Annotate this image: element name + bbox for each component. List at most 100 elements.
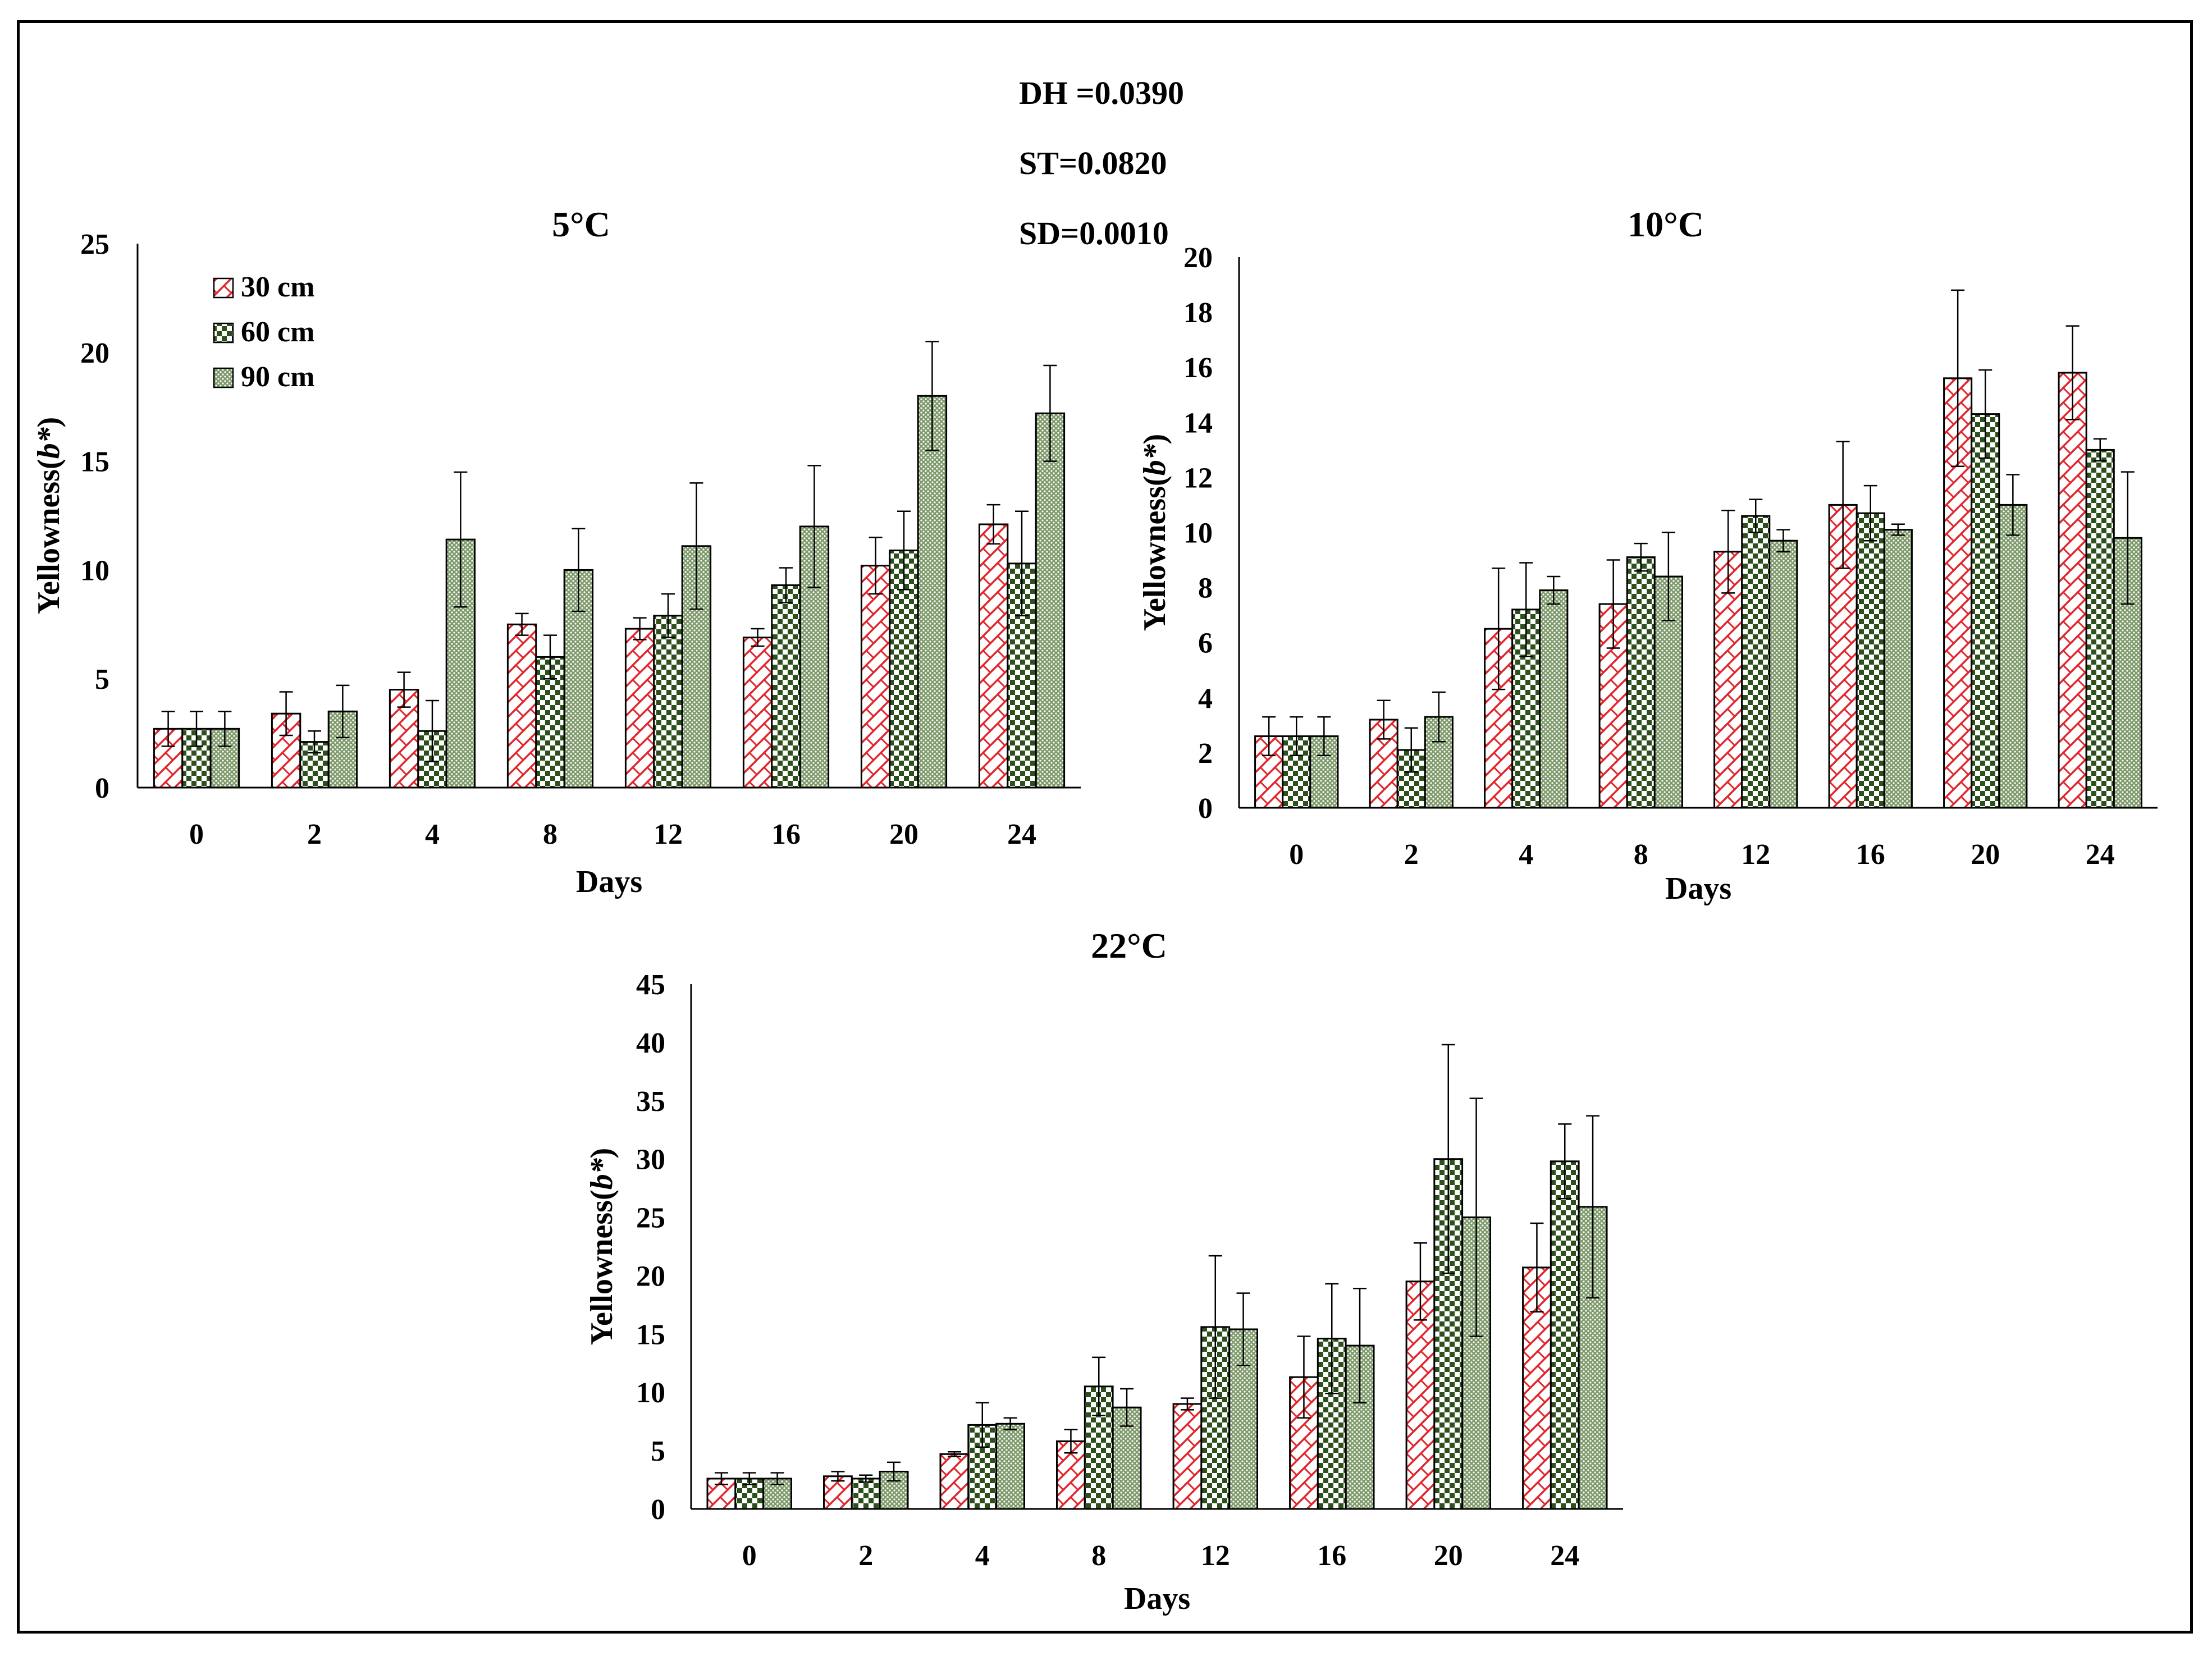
y-tick-label: 25 xyxy=(80,228,109,260)
y-tick-label: 2 xyxy=(1198,738,1213,770)
y-tick-label: 8 xyxy=(1198,573,1213,605)
x-tick-label: 0 xyxy=(189,818,204,850)
bar-90cm-day-12 xyxy=(1768,539,1798,809)
bar-60cm-day-24 xyxy=(1550,1160,1580,1510)
y-axis-label: Yellowness(b*) xyxy=(584,1148,619,1346)
stats-block: DH =0.0390 ST=0.0820 SD=0.0010 xyxy=(1019,71,1300,281)
y-tick-label: 0 xyxy=(1198,793,1213,825)
y-tick-label: 20 xyxy=(1183,242,1213,274)
y-tick-label: 18 xyxy=(1183,297,1213,329)
bar-30cm-day-2 xyxy=(823,1475,853,1510)
x-tick-label: 4 xyxy=(975,1540,990,1572)
y-tick-label: 40 xyxy=(636,1027,665,1059)
legend-swatch-60cm xyxy=(213,322,234,344)
x-tick-label: 24 xyxy=(1550,1540,1579,1572)
stat-dh: DH =0.0390 xyxy=(1019,75,1185,111)
bar-60cm-day-8 xyxy=(1626,556,1656,809)
x-axis-label: Days xyxy=(1124,1581,1190,1616)
bar-30cm-day-12 xyxy=(624,628,655,789)
y-tick-label: 6 xyxy=(1198,628,1213,660)
bar-60cm-day-20 xyxy=(1971,413,2000,809)
bar-30cm-day-20 xyxy=(860,565,891,789)
y-tick-label: 0 xyxy=(95,772,109,804)
y-tick-label: 25 xyxy=(636,1202,665,1234)
chart-title: 5°C xyxy=(552,204,610,244)
legend: 30 cm 60 cm 90 cm xyxy=(213,271,314,393)
y-tick-label: 10 xyxy=(80,555,109,587)
stat-sd: SD=0.0010 xyxy=(1019,215,1169,251)
x-tick-label: 16 xyxy=(1317,1540,1346,1572)
legend-label-30cm: 30 cm xyxy=(241,271,314,303)
bar-90cm-day-20 xyxy=(1998,504,2028,809)
bar-90cm-day-16 xyxy=(1883,529,1913,809)
y-tick-label: 5 xyxy=(651,1435,665,1467)
x-tick-label: 2 xyxy=(858,1540,873,1572)
bar-30cm-day-12 xyxy=(1713,551,1743,809)
y-tick-label: 10 xyxy=(636,1377,665,1409)
y-tick-label: 15 xyxy=(636,1319,665,1351)
y-tick-label: 12 xyxy=(1183,462,1213,494)
bar-60cm-day-2 xyxy=(851,1477,881,1510)
x-axis-label: Days xyxy=(1665,871,1731,906)
legend-label-60cm: 60 cm xyxy=(241,316,314,348)
bar-30cm-day-4 xyxy=(939,1453,970,1510)
bar-60cm-day-16 xyxy=(1855,512,1885,809)
x-tick-label: 8 xyxy=(1634,839,1648,871)
x-tick-label: 2 xyxy=(1404,839,1419,871)
y-tick-label: 14 xyxy=(1183,407,1213,439)
x-tick-label: 16 xyxy=(1856,839,1885,871)
y-tick-label: 10 xyxy=(1183,518,1213,550)
chart-title: 10°C xyxy=(1628,204,1704,244)
legend-swatch-90cm xyxy=(213,367,234,388)
bar-30cm-day-24 xyxy=(978,523,1009,789)
x-tick-label: 12 xyxy=(653,818,683,850)
legend-swatch-30cm xyxy=(213,277,234,299)
x-tick-label: 4 xyxy=(425,818,440,850)
x-tick-label: 8 xyxy=(543,818,557,850)
x-axis-label: Days xyxy=(576,864,642,899)
y-axis-label: Yellowness(b*) xyxy=(31,417,66,615)
bar-60cm-day-12 xyxy=(1741,515,1771,809)
bar-60cm-day-24 xyxy=(2085,449,2115,809)
y-tick-label: 5 xyxy=(95,664,109,696)
x-tick-label: 24 xyxy=(2086,839,2115,871)
bar-90cm-day-20 xyxy=(917,395,948,789)
stat-st: ST=0.0820 xyxy=(1019,145,1167,181)
x-tick-label: 12 xyxy=(1741,839,1770,871)
chart-title: 22°C xyxy=(1091,926,1167,966)
y-tick-label: 4 xyxy=(1198,683,1213,715)
bar-90cm-day-4 xyxy=(995,1422,1025,1510)
x-tick-label: 20 xyxy=(889,818,918,850)
x-tick-label: 4 xyxy=(1519,839,1533,871)
y-tick-label: 45 xyxy=(636,969,665,1001)
y-tick-label: 35 xyxy=(636,1086,665,1118)
x-tick-label: 24 xyxy=(1007,818,1036,850)
x-tick-label: 20 xyxy=(1971,839,2000,871)
y-tick-label: 16 xyxy=(1183,352,1213,384)
x-tick-label: 16 xyxy=(771,818,801,850)
bar-30cm-day-12 xyxy=(1172,1403,1203,1510)
y-tick-label: 20 xyxy=(636,1260,665,1292)
y-axis-label: Yellowness(b*) xyxy=(1137,434,1172,632)
figure-frame: DH =0.0390 ST=0.0820 SD=0.0010 5°C 0 5 10 15… xyxy=(17,20,2193,1634)
legend-label-90cm: 90 cm xyxy=(241,361,314,393)
y-tick-label: 0 xyxy=(651,1494,665,1526)
bar-30cm-day-16 xyxy=(742,637,773,789)
x-tick-label: 20 xyxy=(1434,1540,1463,1572)
y-tick-label: 30 xyxy=(636,1144,665,1176)
bar-60cm-day-16 xyxy=(771,584,801,789)
y-tick-label: 15 xyxy=(80,446,109,478)
x-tick-label: 0 xyxy=(1289,839,1304,871)
x-tick-label: 8 xyxy=(1091,1540,1106,1572)
bar-60cm-day-12 xyxy=(653,615,683,789)
bar-30cm-day-8 xyxy=(506,623,537,789)
bar-30cm-day-24 xyxy=(2058,372,2087,809)
x-tick-label: 12 xyxy=(1201,1540,1230,1572)
bar-90cm-day-0 xyxy=(209,728,240,789)
x-tick-label: 2 xyxy=(307,818,322,850)
x-tick-label: 0 xyxy=(742,1540,757,1572)
